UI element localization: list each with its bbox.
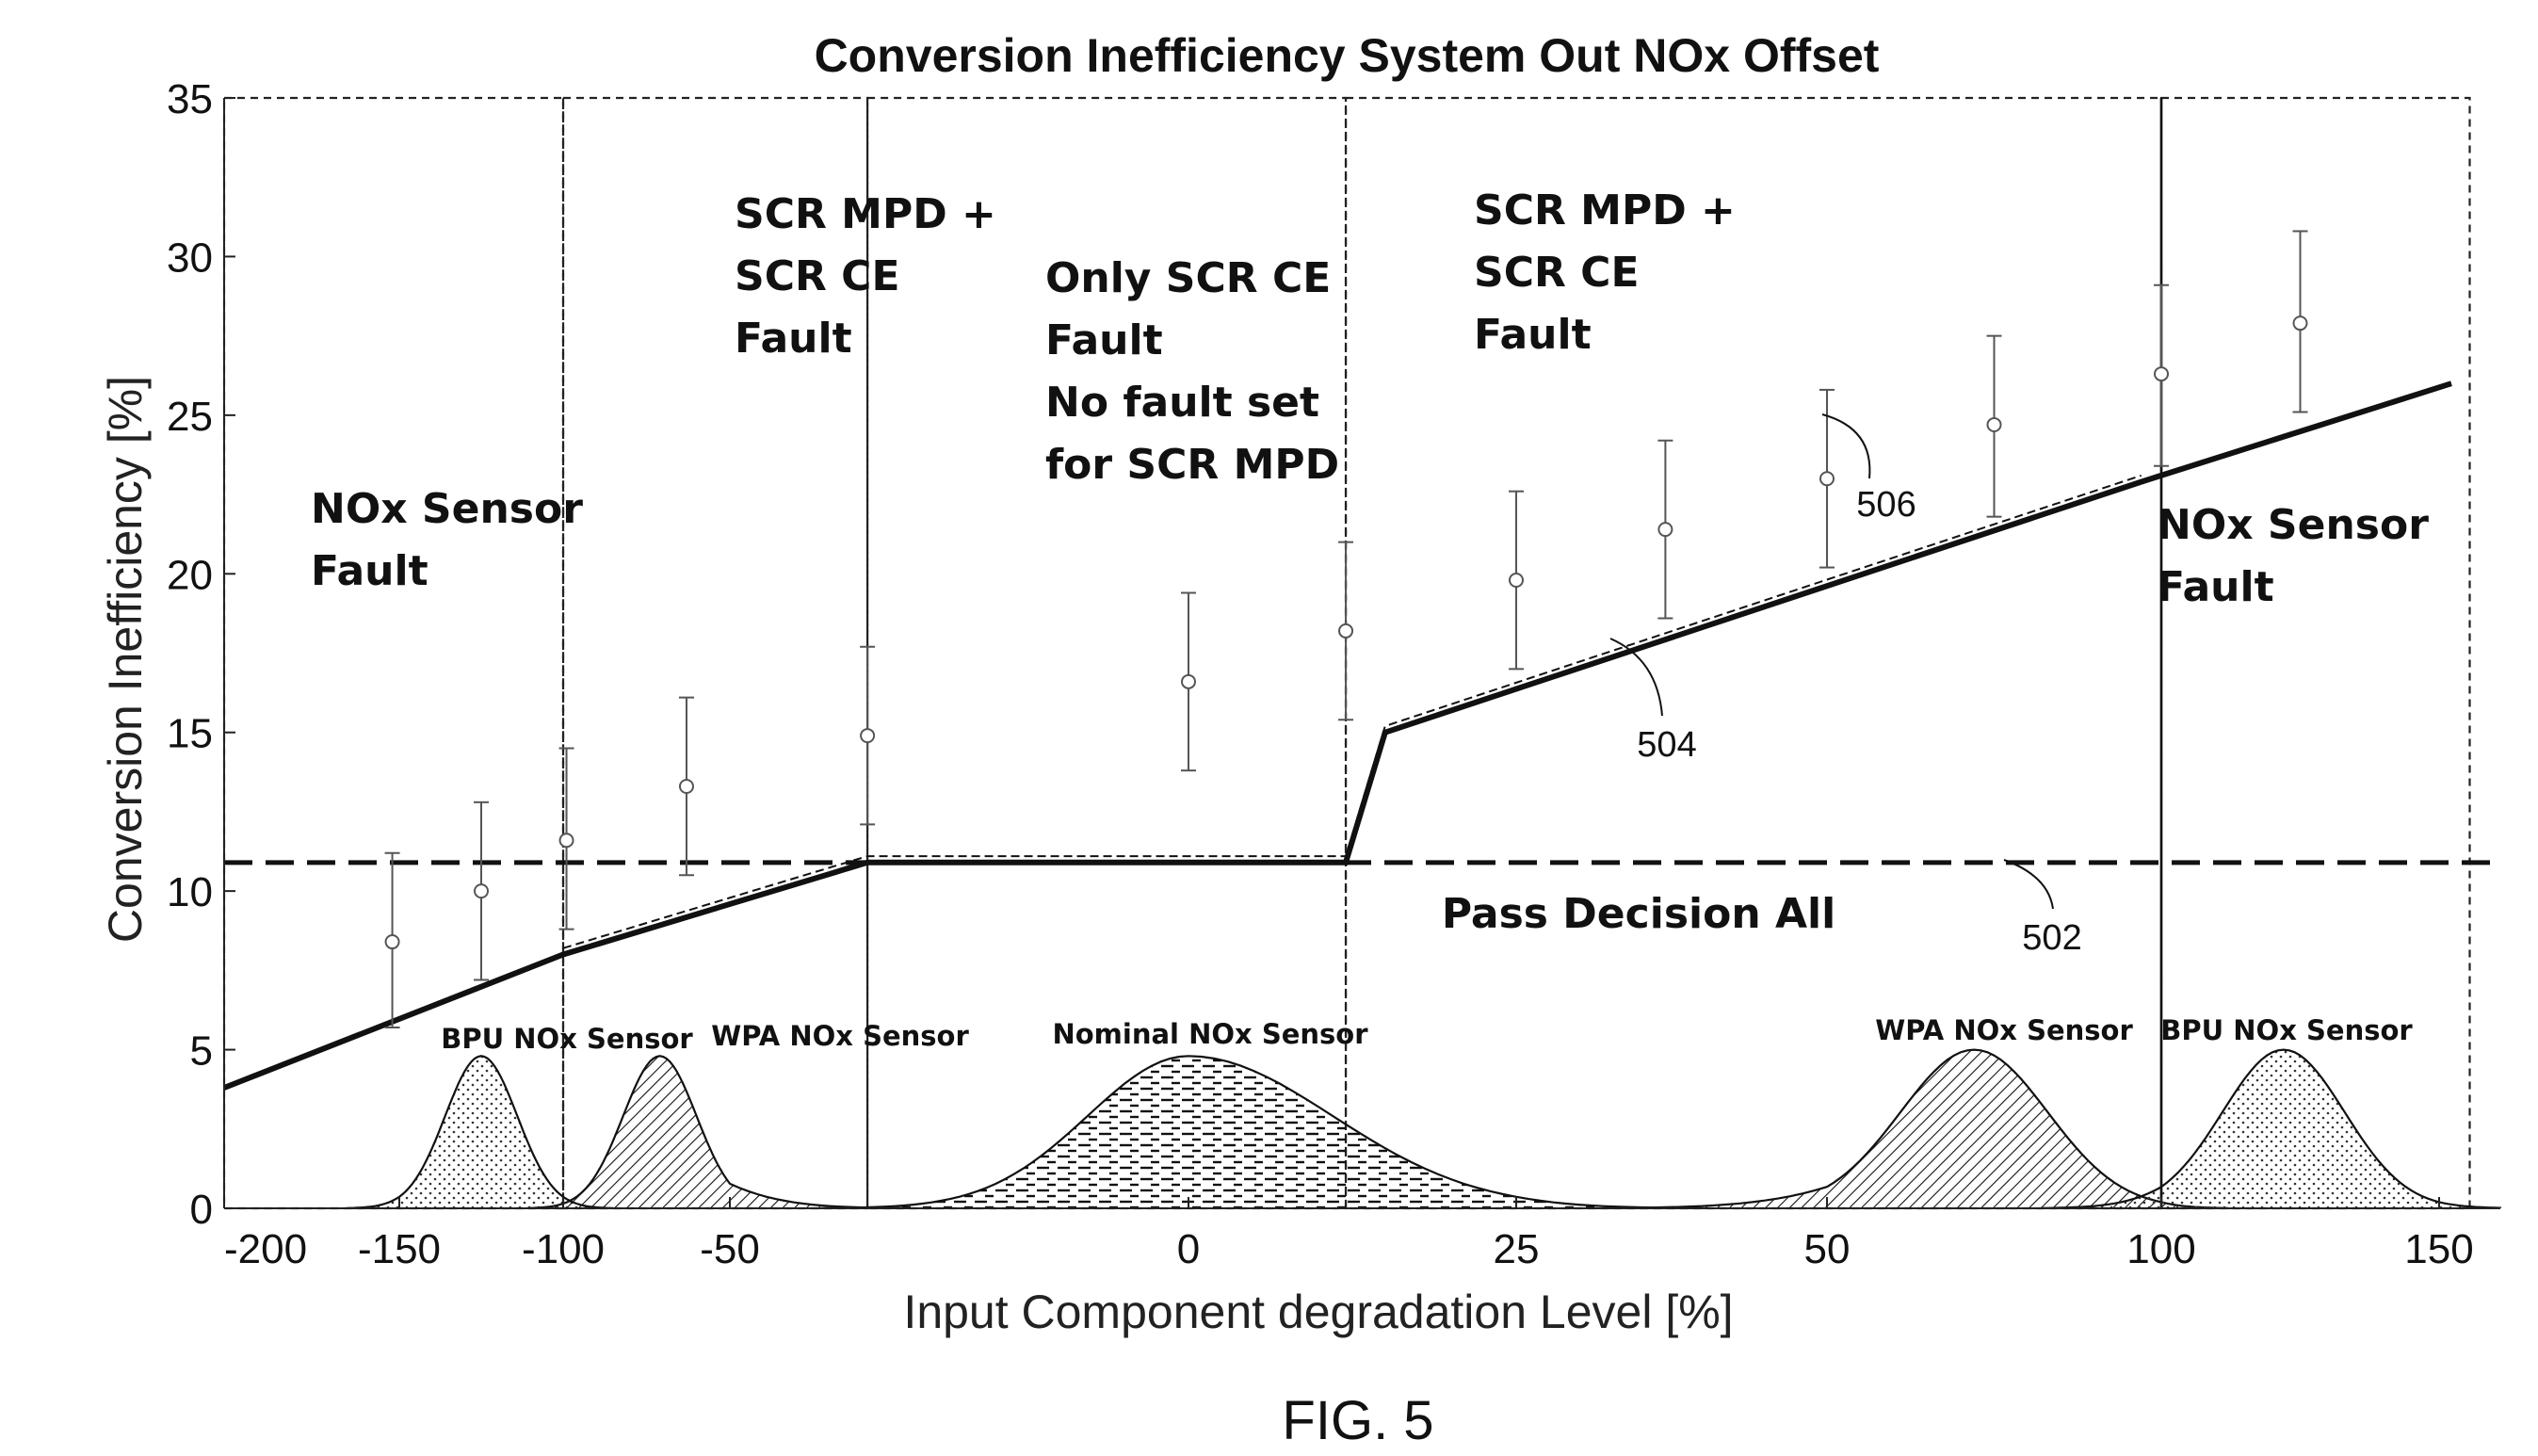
region-label-line: Fault — [311, 547, 428, 595]
error-bar-point — [2292, 315, 2308, 332]
error-bar-point — [1986, 416, 2002, 432]
region-label-line: SCR CE — [735, 252, 900, 300]
y-tick-label: 0 — [190, 1187, 213, 1233]
distribution-label: WPA NOx Sensor — [1875, 1014, 2133, 1046]
chart-title: Conversion Inefficiency System Out NOx O… — [815, 29, 1880, 82]
region-label-line: Fault — [2157, 563, 2274, 611]
y-tick-label: 15 — [167, 711, 213, 757]
y-tick-label: 25 — [167, 394, 213, 440]
x-tick-label: -200 — [224, 1226, 307, 1272]
series-line-504 — [222, 380, 2452, 1091]
error-bar-point — [1819, 471, 1835, 487]
region-label-line: for SCR MPD — [1045, 441, 1339, 489]
annotation-label: 504 — [1637, 725, 1696, 765]
series-line-506 — [562, 474, 2142, 949]
distribution-curve — [821, 1055, 1704, 1209]
y-tick-label: 35 — [167, 76, 213, 122]
x-tick-label: -50 — [700, 1226, 760, 1272]
x-tick-label: -100 — [522, 1226, 605, 1272]
annotation-leader — [1609, 638, 1663, 717]
error-bar-point — [678, 778, 694, 794]
distribution-label: WPA NOx Sensor — [711, 1020, 969, 1052]
distribution-fill — [526, 1056, 905, 1208]
y-tick-label: 5 — [190, 1028, 213, 1075]
error-bar-point — [1181, 673, 1196, 689]
distribution-label: BPU NOx Sensor — [2160, 1014, 2413, 1046]
annotation-leader — [2003, 859, 2054, 910]
error-bar-point — [1509, 573, 1524, 589]
y-tick-label: 20 — [167, 552, 213, 598]
series-lines — [222, 380, 2452, 1091]
distribution-fill — [347, 1056, 614, 1208]
reference-annotations: 506 504 502 — [1609, 413, 2082, 958]
region-label-line: SCR MPD + — [735, 190, 996, 238]
x-tick-label: -150 — [358, 1226, 441, 1272]
y-axis-label: Conversion Inefficiency [%] — [99, 376, 152, 943]
annotation-label: 502 — [2022, 918, 2081, 958]
x-tick-label: 150 — [2404, 1226, 2473, 1272]
error-bar-point — [1338, 623, 1354, 639]
error-bar-point — [474, 883, 489, 899]
error-bars — [384, 230, 2308, 1028]
x-tick-label: 0 — [1177, 1226, 1200, 1272]
figure-caption: FIG. 5 — [1282, 1390, 1433, 1451]
region-label-line: Fault — [1045, 316, 1163, 364]
x-axis-ticks: -200 -150 -100 -50 0 25 50 100 150 — [223, 1197, 2474, 1272]
region-label-line: Fault — [1474, 311, 1592, 359]
region-label-line: Only SCR CE — [1045, 254, 1331, 302]
region-label-line: Fault — [735, 315, 852, 363]
x-tick-label: 100 — [2126, 1226, 2195, 1272]
x-axis-label: Input Component degradation Level [%] — [903, 1286, 1733, 1338]
region-label-line: NOx Sensor — [311, 485, 583, 533]
error-bar-point — [860, 728, 876, 744]
distribution-curve — [2041, 1048, 2502, 1209]
region-label-line: SCR MPD + — [1474, 186, 1736, 235]
error-bar-point — [1657, 522, 1673, 538]
distribution-fill — [821, 1056, 1703, 1208]
region-label-line: NOx Sensor — [2157, 501, 2429, 549]
distribution-label: BPU NOx Sensor — [441, 1023, 693, 1055]
x-tick-label: 25 — [1494, 1226, 1540, 1272]
threshold-label: Pass Decision All — [1442, 890, 1835, 938]
distribution-curve — [526, 1055, 905, 1209]
y-tick-label: 10 — [167, 869, 213, 915]
region-label-line: SCR CE — [1474, 249, 1640, 297]
y-axis-ticks: 0 5 10 15 20 25 30 35 — [167, 76, 235, 1233]
y-tick-label: 30 — [167, 235, 213, 281]
distribution-fill — [1603, 1049, 2228, 1208]
error-bar-point — [558, 833, 574, 849]
error-bar-point — [384, 934, 400, 950]
region-label-line: No fault set — [1045, 379, 1319, 427]
error-bar-point — [2154, 366, 2169, 382]
region-labels: NOx Sensor Fault SCR MPD + SCR CE Fault Only … — [311, 186, 2429, 611]
distribution-fill — [2041, 1049, 2500, 1208]
distribution-labels: BPU NOx Sensor WPA NOx Sensor Nominal NOx … — [441, 1014, 2413, 1055]
distribution-label: Nominal NOx Sensor — [1052, 1018, 1368, 1050]
annotation-leader — [1821, 413, 1871, 479]
x-tick-label: 50 — [1804, 1226, 1851, 1272]
sensor-distributions — [347, 1048, 2502, 1209]
annotation-label: 506 — [1856, 485, 1916, 525]
